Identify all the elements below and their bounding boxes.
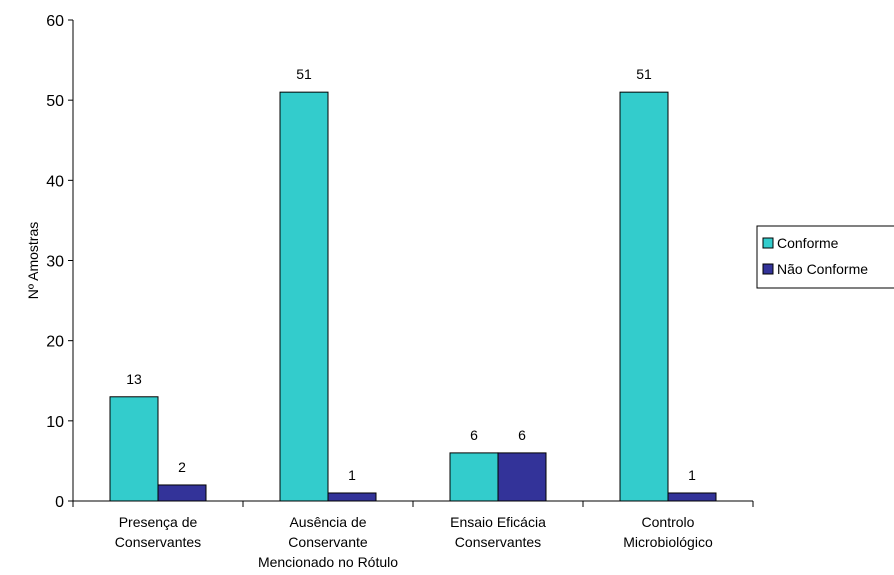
y-tick-label: 0: [55, 494, 64, 511]
category-label-line: Ausência de: [289, 514, 366, 530]
bar: [327, 492, 377, 502]
data-label: 13: [126, 371, 142, 387]
x-axis: [72, 500, 754, 507]
y-tick-label: 20: [46, 334, 64, 351]
y-tick-label: 10: [46, 414, 64, 431]
bar: [279, 91, 329, 502]
category-labels: Presença de Conservantes Ausência de Conser…: [115, 514, 713, 570]
data-label: 1: [348, 467, 356, 483]
category-label-line: Conservantes: [115, 534, 201, 550]
legend-box: [756, 225, 894, 289]
bar: [157, 484, 207, 502]
legend-label: Conforme: [777, 235, 839, 251]
category-label-line: Presença de: [119, 514, 198, 530]
y-axis-label: Nº Amostras: [25, 222, 41, 299]
category-label: Presença de Conservantes: [115, 514, 201, 550]
data-label: 51: [636, 66, 652, 82]
legend-label: Não Conforme: [777, 261, 868, 277]
category-label: Ausência de Conservante Mencionado no Rótu…: [258, 514, 398, 570]
bar: [109, 396, 159, 502]
data-label: 51: [296, 66, 312, 82]
category-label-line: Conservante: [288, 534, 368, 550]
bar: [497, 452, 547, 502]
category-label-line: Ensaio Eficácia: [450, 514, 546, 530]
bar: [449, 452, 499, 502]
category-label: Ensaio Eficácia Conservantes: [450, 514, 546, 550]
y-tick-label: 50: [46, 93, 64, 110]
data-label: 2: [178, 459, 186, 475]
data-label: 1: [688, 467, 696, 483]
category-label-line: Controlo: [642, 514, 695, 530]
y-tick-label: 40: [46, 173, 64, 190]
y-tick-label: 60: [46, 13, 64, 30]
data-label: 6: [518, 427, 526, 443]
bar: [667, 492, 717, 502]
y-axis: 0 10 20 30 40 50 60: [46, 13, 74, 511]
legend: Conforme Não Conforme: [756, 225, 894, 289]
bar: [619, 91, 669, 502]
category-label: Controlo Microbiológico: [623, 514, 713, 550]
y-tick-label: 30: [46, 254, 64, 271]
category-label-line: Conservantes: [455, 534, 541, 550]
legend-swatch: [762, 237, 774, 249]
category-label-line: Mencionado no Rótulo: [258, 554, 398, 570]
data-label: 6: [470, 427, 478, 443]
category-label-line: Microbiológico: [623, 534, 713, 550]
data-labels: 13 2 51 1 6 6 51 1: [126, 66, 696, 483]
legend-swatch: [762, 263, 774, 275]
bars: [109, 91, 717, 502]
